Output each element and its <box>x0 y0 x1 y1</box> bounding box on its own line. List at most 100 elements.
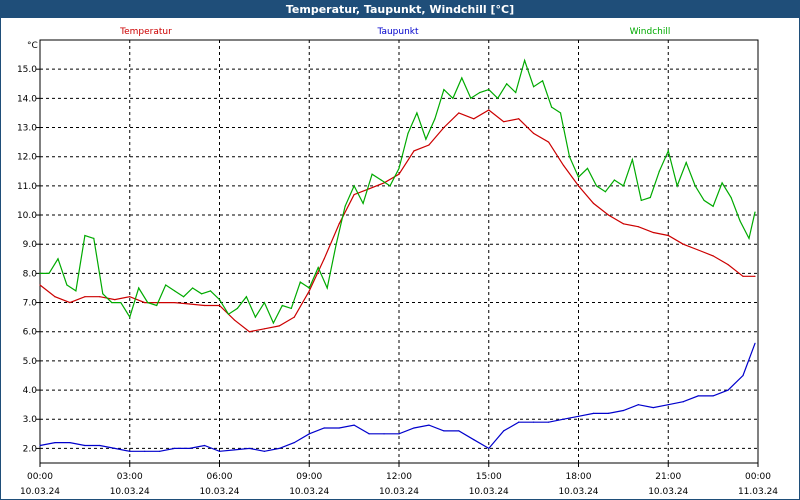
data-point-taupunkt <box>323 427 325 429</box>
data-point-taupunkt <box>54 441 56 444</box>
data-point-taupunkt <box>368 433 370 435</box>
data-point-windchill <box>183 296 185 298</box>
data-point-taupunkt <box>667 404 669 406</box>
data-point-windchill <box>389 185 391 187</box>
data-point-windchill <box>102 293 104 295</box>
data-point-windchill <box>156 304 158 307</box>
data-point-taupunkt <box>712 395 714 397</box>
data-point-temperatur <box>518 118 520 120</box>
data-point-windchill <box>200 293 203 295</box>
y-tick-label: 9.0 <box>23 240 38 250</box>
data-point-temperatur <box>607 214 610 216</box>
data-point-temperatur <box>159 301 161 304</box>
data-point-taupunkt <box>727 389 729 391</box>
data-point-taupunkt <box>622 409 624 412</box>
data-point-temperatur <box>218 304 221 307</box>
data-point-taupunkt <box>218 450 221 452</box>
data-point-windchill <box>416 112 418 114</box>
data-point-windchill <box>344 205 346 207</box>
data-point-windchill <box>335 243 337 245</box>
data-point-temperatur <box>682 243 684 245</box>
data-point-taupunkt <box>652 406 654 409</box>
data-point-temperatur <box>69 301 71 304</box>
data-point-windchill <box>290 307 292 309</box>
data-point-windchill <box>371 173 373 175</box>
data-point-temperatur <box>323 258 325 260</box>
data-point-taupunkt <box>443 430 445 432</box>
x-tick-time: 21:00 <box>655 472 681 482</box>
data-point-windchill <box>272 322 274 324</box>
data-point-windchill <box>595 185 598 187</box>
data-point-windchill <box>434 118 436 120</box>
data-point-taupunkt <box>69 441 71 444</box>
y-tick-label: 6.0 <box>23 328 38 338</box>
data-point-windchill <box>66 284 68 286</box>
data-point-windchill <box>362 202 364 204</box>
data-point-windchill <box>443 88 445 91</box>
data-point-taupunkt <box>592 412 595 415</box>
data-point-taupunkt <box>547 421 550 423</box>
data-point-windchill <box>93 237 95 239</box>
x-tick-date: 10.03.24 <box>648 487 688 497</box>
data-point-windchill <box>550 106 553 108</box>
x-tick-time: 12:00 <box>386 472 412 482</box>
data-point-windchill <box>281 304 283 307</box>
data-point-temperatur <box>622 223 624 225</box>
data-point-temperatur <box>338 223 340 225</box>
data-point-windchill <box>174 290 176 292</box>
data-point-windchill <box>748 237 750 239</box>
data-point-temperatur <box>712 255 714 257</box>
data-point-temperatur <box>368 188 370 190</box>
data-point-taupunkt <box>383 433 385 435</box>
data-point-temperatur <box>547 141 550 143</box>
data-point-windchill <box>515 91 517 94</box>
x-tick-date: 10.03.24 <box>199 487 239 497</box>
data-point-temperatur <box>428 144 430 146</box>
data-point-temperatur <box>203 304 206 307</box>
data-point-windchill <box>622 185 624 187</box>
data-point-windchill <box>218 299 221 301</box>
data-point-windchill <box>407 132 409 134</box>
data-point-windchill <box>299 281 301 283</box>
data-point-taupunkt <box>144 450 146 452</box>
data-point-taupunkt <box>129 450 131 452</box>
data-point-taupunkt <box>398 433 400 435</box>
data-point-taupunkt <box>413 427 415 429</box>
y-tick-label: 13.0 <box>17 124 37 134</box>
data-point-windchill <box>263 301 265 304</box>
y-tick-label: 3.0 <box>23 415 38 425</box>
data-point-windchill <box>533 86 535 88</box>
data-point-windchill <box>739 220 741 222</box>
data-point-temperatur <box>308 290 310 292</box>
data-point-taupunkt <box>114 447 116 450</box>
data-point-taupunkt <box>99 444 101 447</box>
data-point-taupunkt <box>503 430 505 432</box>
data-point-temperatur <box>488 109 490 111</box>
data-point-taupunkt <box>682 401 684 403</box>
data-point-windchill <box>165 284 167 286</box>
data-point-windchill <box>138 287 140 289</box>
y-tick-label: 15.0 <box>17 65 37 75</box>
data-point-windchill <box>721 182 723 184</box>
data-point-taupunkt <box>607 412 610 415</box>
data-point-taupunkt <box>293 441 295 444</box>
data-point-temperatur <box>114 299 116 301</box>
data-point-windchill <box>604 191 607 193</box>
data-point-windchill <box>640 199 642 202</box>
data-point-taupunkt <box>233 449 236 451</box>
x-tick-date: 10.03.24 <box>289 487 329 497</box>
x-tick-date: 10.03.24 <box>379 487 419 497</box>
data-point-temperatur <box>458 112 460 114</box>
data-point-windchill <box>667 150 669 152</box>
data-point-windchill <box>380 179 382 181</box>
data-point-windchill <box>353 185 355 187</box>
data-point-temperatur <box>398 173 400 175</box>
data-point-windchill <box>685 161 687 164</box>
data-point-windchill <box>452 97 454 99</box>
data-point-windchill <box>703 199 705 202</box>
data-point-windchill <box>488 88 490 91</box>
data-point-windchill <box>317 266 319 269</box>
data-point-windchill <box>326 287 328 289</box>
